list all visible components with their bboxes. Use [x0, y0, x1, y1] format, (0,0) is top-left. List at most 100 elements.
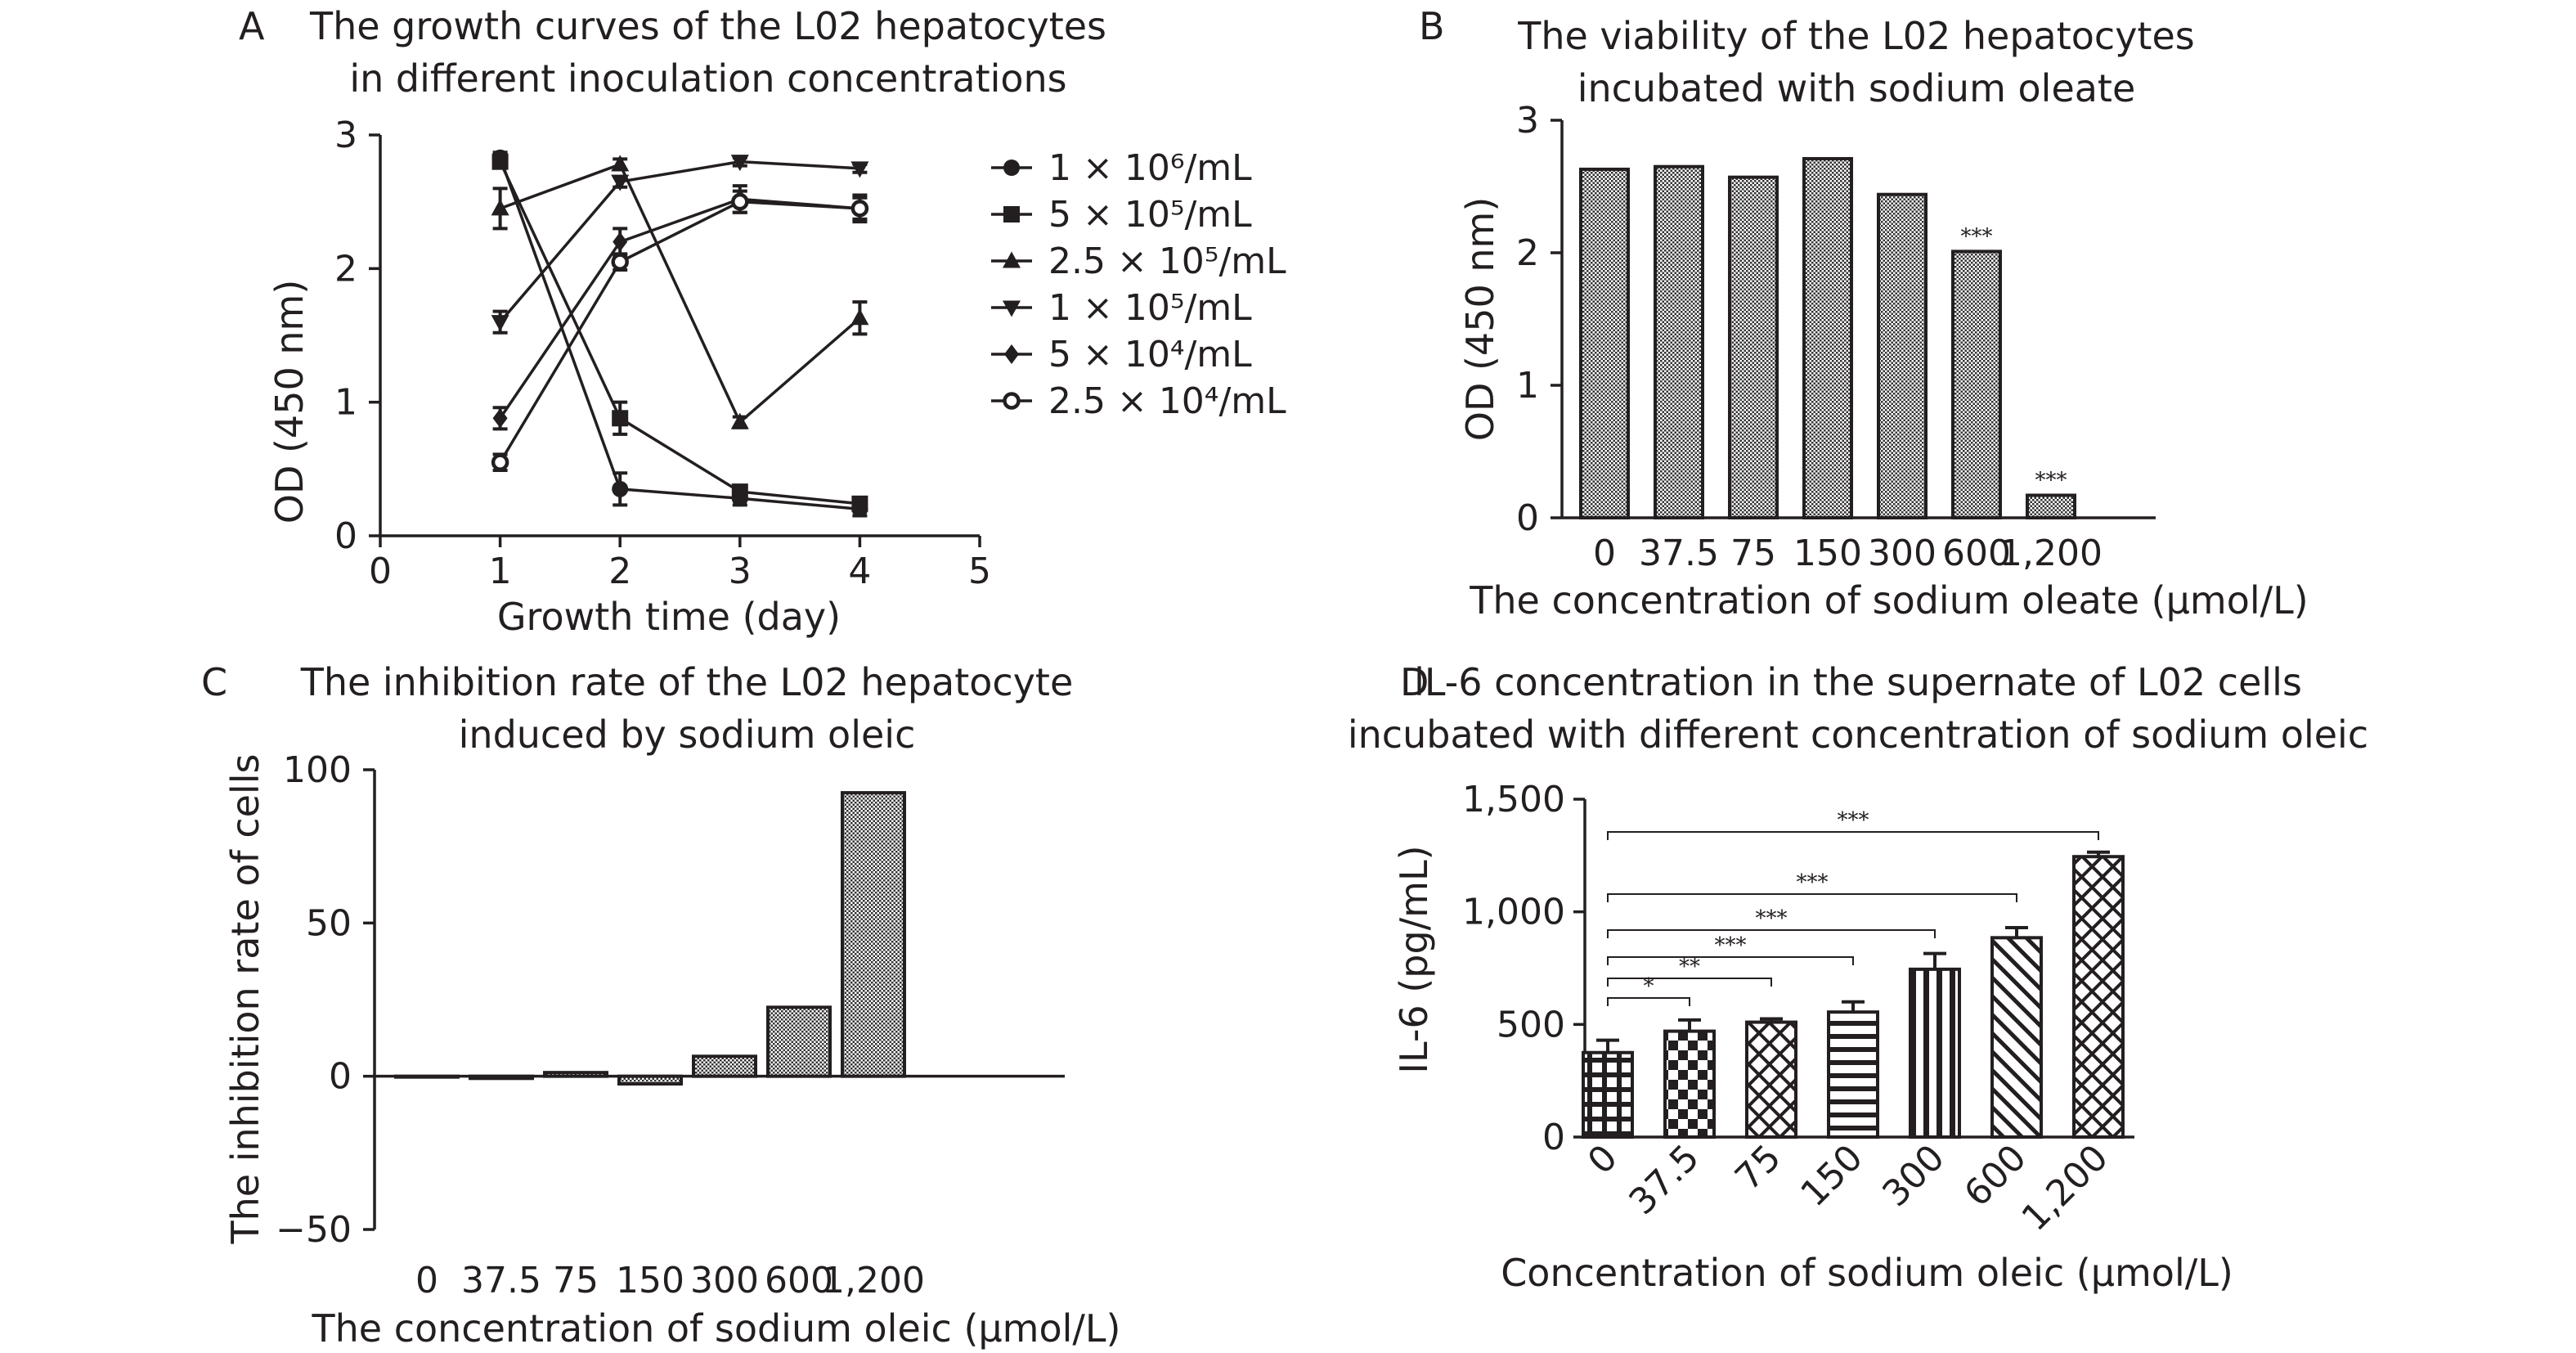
b-bar	[1802, 156, 1853, 519]
b-x-tick-label: 1,200	[1999, 533, 2103, 574]
a-legend-marker	[1003, 392, 1021, 410]
a-data-point	[612, 480, 629, 497]
a-series-line	[499, 200, 860, 464]
d-y-tick-label: 1,500	[1462, 779, 1565, 820]
d-significance-bracket	[1607, 831, 2099, 840]
a-x-tick-label: 1	[489, 551, 512, 592]
panel-c-letter: C	[201, 660, 227, 704]
panel-d-y-axis-title: IL-6 (pg/mL)	[1392, 845, 1436, 1073]
a-y-tick-label: 1	[334, 382, 357, 424]
b-significance-label: ***	[2035, 468, 2067, 492]
a-legend-label: 2.5 × 10⁴/mL	[1048, 380, 1286, 422]
d-x-tick-label: 37.5	[1621, 1137, 1707, 1223]
c-bar	[766, 1005, 832, 1078]
panel-a-title-line2: in different inoculation concentrations	[349, 56, 1066, 101]
panel-c-title-line2: induced by sodium oleic	[459, 712, 916, 757]
d-bar	[1663, 1029, 1716, 1139]
a-x-tick-label: 4	[848, 551, 871, 592]
d-significance-label: *	[1644, 974, 1654, 999]
a-legend-label: 5 × 10⁴/mL	[1048, 334, 1252, 375]
a-data-point	[851, 495, 868, 512]
d-significance-bracket	[1607, 893, 2017, 902]
d-significance-label: **	[1679, 955, 1700, 979]
b-y-tick-label: 2	[1516, 232, 1539, 274]
a-x-tick-label: 0	[369, 551, 392, 592]
a-legend-marker	[1003, 160, 1020, 176]
a-data-point	[850, 200, 869, 218]
d-bar	[2072, 855, 2125, 1139]
a-legend-marker	[1003, 206, 1020, 223]
d-x-tick-label: 150	[1793, 1137, 1870, 1215]
d-x-tick-label: 300	[1874, 1137, 1952, 1215]
panel-d-letter: D	[1400, 660, 1429, 704]
c-x-tick-label: 1,200	[822, 1260, 925, 1301]
a-data-point	[611, 174, 630, 191]
a-data-point	[491, 199, 509, 216]
d-significance-bracket	[1607, 997, 1690, 1006]
d-bar	[1990, 936, 2043, 1139]
b-bar	[1654, 164, 1704, 519]
b-bar	[1877, 192, 1928, 519]
a-data-point	[491, 315, 509, 332]
c-bar	[469, 1074, 534, 1081]
a-legend-marker	[1004, 344, 1019, 364]
c-bar	[841, 791, 906, 1078]
a-data-point	[491, 453, 509, 471]
a-legend-label: 1 × 10⁵/mL	[1048, 287, 1252, 329]
panel-c-y-axis-title: The inhibition rate of cells	[223, 754, 267, 1245]
a-legend-label: 2.5 × 10⁵/mL	[1048, 240, 1286, 282]
a-y-tick-label: 0	[334, 515, 357, 557]
c-x-tick-label: 37.5	[461, 1260, 541, 1301]
panel-b-letter: B	[1419, 4, 1445, 48]
a-x-tick-label: 5	[968, 551, 991, 592]
panel-c-title-line1: The inhibition rate of the L02 hepatocyt…	[300, 660, 1074, 704]
panel-b-title-line2: incubated with sodium oleate	[1577, 66, 2136, 110]
a-data-point	[731, 192, 749, 211]
c-bar	[617, 1074, 683, 1086]
d-significance-label: ***	[1838, 808, 1869, 833]
a-data-point	[612, 410, 629, 427]
d-significance-bracket	[1607, 929, 1936, 938]
c-x-tick-label: 75	[553, 1260, 599, 1301]
d-x-tick-label: 1,200	[2014, 1137, 2116, 1239]
panel-b-plot: 0 1 2 3 0 37.5 75 150 300 600 *** 1,200 ***	[1516, 100, 2156, 574]
a-data-point	[611, 155, 630, 172]
a-legend-marker	[1003, 251, 1021, 268]
c-y-tick-label: −50	[276, 1209, 352, 1251]
a-x-tick-label: 2	[608, 551, 631, 592]
a-data-point	[492, 408, 508, 429]
c-x-tick-label: 150	[616, 1260, 684, 1301]
d-y-tick-label: 500	[1497, 1004, 1565, 1045]
b-x-tick-label: 0	[1593, 533, 1616, 574]
d-significance-label: ***	[1756, 906, 1788, 931]
a-data-point	[850, 161, 869, 178]
c-y-tick-label: 100	[283, 749, 352, 791]
b-y-tick-label: 0	[1516, 497, 1539, 539]
b-x-tick-label: 75	[1730, 533, 1776, 574]
a-data-point	[613, 231, 628, 252]
a-series-line	[498, 157, 860, 511]
a-data-point	[731, 483, 748, 501]
panel-b-x-axis-title: The concentration of sodium oleate (µmol…	[1469, 578, 2308, 623]
panel-b-title-line1: The viability of the L02 hepatocytes	[1517, 14, 2194, 58]
panel-a-letter: A	[239, 4, 265, 48]
panel-d-x-axis-title: Concentration of sodium oleic (µmol/L)	[1501, 1251, 2233, 1295]
a-legend-label: 1 × 10⁶/mL	[1048, 147, 1252, 189]
c-bar	[692, 1054, 757, 1078]
panel-a-plot: 0 1 2 3 0 1 2 3 4 5 1 × 10⁶/mL 5 × 10⁵/mL2.5 × 10⁵/…	[334, 115, 1286, 592]
b-x-tick-label: 37.5	[1639, 533, 1719, 574]
d-bar	[1909, 967, 1961, 1139]
a-y-tick-label: 3	[334, 115, 357, 156]
a-data-point	[730, 155, 749, 172]
b-x-tick-label: 600	[1942, 533, 2011, 574]
d-significance-label: ***	[1797, 870, 1829, 895]
d-x-tick-label: 0	[1580, 1137, 1626, 1183]
panel-a-x-axis-title: Growth time (day)	[497, 595, 841, 639]
a-y-tick-label: 2	[334, 248, 357, 290]
c-x-tick-label: 0	[415, 1260, 438, 1301]
panel-b-y-axis-title: OD (450 nm)	[1458, 197, 1502, 442]
panel-c-x-axis-title: The concentration of sodium oleic (µmol/…	[312, 1306, 1121, 1351]
a-series-line	[499, 160, 860, 506]
